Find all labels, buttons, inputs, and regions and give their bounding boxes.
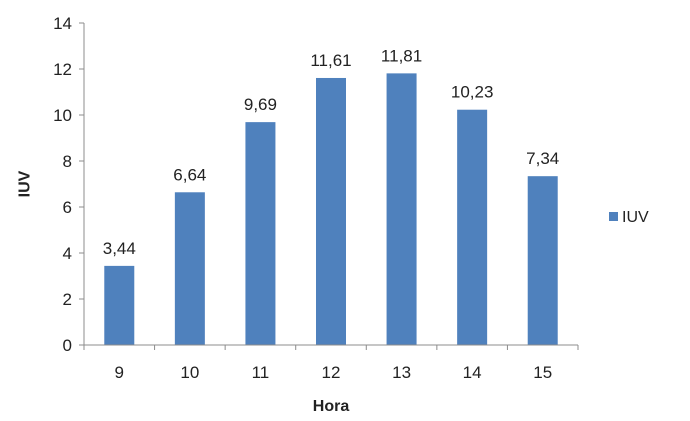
data-label-12: 11,61 [310,51,351,70]
y-tick-label: 2 [63,290,72,309]
x-tick-label: 9 [115,363,124,382]
x-ticks-layer: 9 10 11 12 13 14 15 [83,345,579,382]
bar-11 [245,122,276,345]
data-label-10: 6,64 [173,165,206,184]
data-label-11: 9,69 [244,95,277,114]
y-axis-title: IUV [17,170,34,197]
legend-label-iuv: IUV [622,209,649,226]
data-labels-layer: 3,44 6,64 9,69 11,61 11,81 10,23 7,34 [103,46,560,258]
bar-13 [386,73,417,346]
axes-layer [83,23,578,346]
data-label-15: 7,34 [526,149,559,168]
bars-layer [104,73,558,346]
y-tick-label: 4 [63,244,72,263]
y-tick-label: 6 [63,198,72,217]
bar-10 [174,192,205,345]
x-tick-label: 10 [180,363,199,382]
data-label-9: 3,44 [103,239,136,258]
x-tick-label: 12 [322,363,341,382]
x-tick-label: 15 [533,363,552,382]
data-label-13: 11,81 [381,46,422,65]
x-axis-title: Hora [313,398,350,415]
x-tick-label: 14 [463,363,482,382]
y-tick-label: 14 [53,14,72,33]
y-ticks-layer: 0 2 4 6 8 10 12 14 [53,14,84,355]
bar-14 [457,109,488,346]
y-tick-label: 10 [53,106,72,125]
y-tick-label: 8 [63,152,72,171]
bar-15 [527,176,558,345]
x-tick-label: 13 [392,363,411,382]
data-label-14: 10,23 [451,83,494,102]
bar-9 [104,265,135,345]
y-tick-label: 0 [63,336,72,355]
legend: IUV [609,209,649,226]
x-tick-label: 11 [252,363,270,382]
y-tick-label: 12 [53,60,72,79]
legend-swatch-iuv [609,212,618,221]
bar-12 [316,77,346,345]
